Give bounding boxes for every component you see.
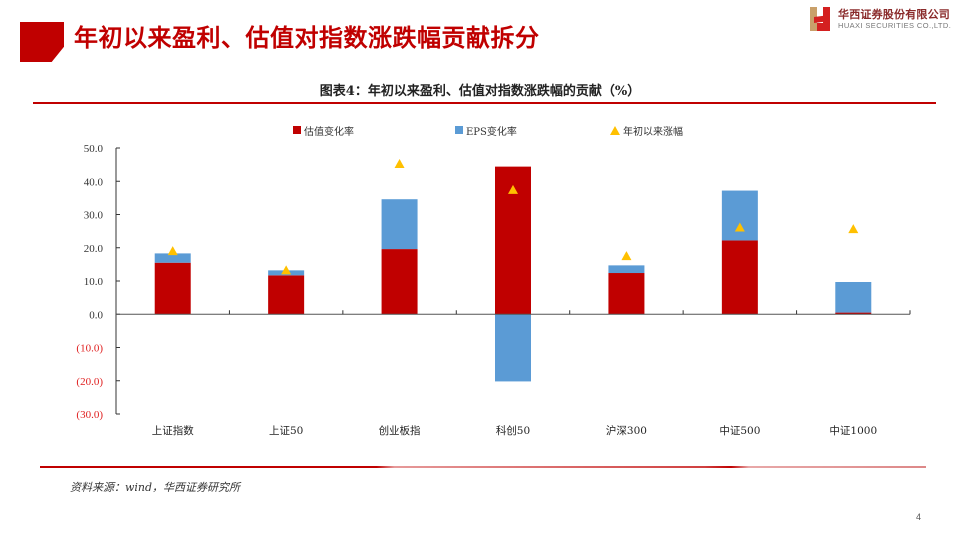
y-tick-label: 50.0 (84, 143, 104, 155)
ytd-return-triangle-icon (621, 251, 632, 261)
legend-label-ytd-return: 年初以来涨幅 (623, 126, 683, 138)
legend-label-valuation: 估值变化率 (304, 126, 354, 138)
ytd-return-triangle-icon (734, 222, 745, 232)
bar-eps (721, 190, 758, 241)
y-tick-label: 40.0 (84, 176, 104, 188)
huaxi-logo-icon (810, 7, 830, 31)
page-number: 4 (916, 512, 922, 522)
x-category-label: 中证500 (719, 424, 760, 437)
chart-title-divider (33, 102, 936, 104)
bar-eps (835, 281, 872, 313)
x-category-label: 上证50 (269, 425, 303, 437)
x-category-label: 创业板指 (379, 424, 421, 437)
x-category-label: 中证1000 (829, 424, 877, 437)
bar-valuation (721, 240, 758, 315)
y-tick-label: 10.0 (84, 276, 104, 288)
bar-valuation (608, 273, 645, 315)
x-category-label: 科创50 (496, 424, 530, 437)
bar-eps (608, 265, 645, 274)
legend-label-eps: EPS变化率 (466, 126, 517, 138)
legend-swatch-eps (455, 126, 463, 134)
y-tick-label: (10.0) (76, 343, 103, 355)
ytd-return-triangle-icon (167, 246, 178, 256)
legend-item-ytd-return: 年初以来涨幅 (610, 123, 683, 138)
plot-area: 50.0 40.0 30.0 20.0 10.0 0.0 (10.0) (20.0) (30.0… (76, 143, 911, 437)
legend-item-eps: EPS变化率 (455, 123, 517, 138)
chart-title: 图表4：年初以来盈利、估值对指数涨跌幅的贡献（%） (319, 84, 641, 99)
y-tick-label: 30.0 (84, 210, 104, 222)
logo-en-text: HUAXI SECURITIES CO.,LTD. (838, 21, 952, 30)
ytd-return-triangle-icon (394, 158, 405, 168)
y-tick-label: 20.0 (84, 243, 104, 255)
legend-item-valuation: 估值变化率 (293, 123, 354, 138)
bar-eps (154, 253, 191, 263)
ytd-return-triangle-icon (281, 265, 292, 275)
bar-valuation (268, 275, 305, 315)
ytd-return-triangle-icon (848, 224, 859, 234)
ytd-return-triangle-icon (508, 184, 518, 194)
bar-valuation (154, 262, 191, 315)
bar-valuation (381, 249, 418, 315)
page-title: 年初以来盈利、估值对指数涨跌幅贡献拆分 (74, 24, 540, 52)
bar-eps (381, 199, 418, 250)
title-accent-block (20, 22, 64, 62)
legend-swatch-valuation (293, 126, 301, 134)
y-tick-label: (30.0) (76, 409, 103, 421)
bar-eps (495, 314, 531, 382)
y-tick-label: (20.0) (76, 376, 103, 388)
bar-valuation (835, 312, 872, 315)
legend-triangle-icon (610, 125, 620, 135)
source-note: 资料来源：wind，华西证券研究所 (70, 481, 241, 494)
x-category-label: 沪深300 (606, 424, 647, 437)
footer-divider (40, 466, 926, 468)
y-tick-label: 0.0 (89, 309, 103, 321)
x-category-label: 上证指数 (152, 424, 194, 437)
company-logo: 华西证券股份有限公司 HUAXI SECURITIES CO.,LTD. (810, 5, 955, 33)
logo-cn-text: 华西证券股份有限公司 (838, 8, 950, 21)
